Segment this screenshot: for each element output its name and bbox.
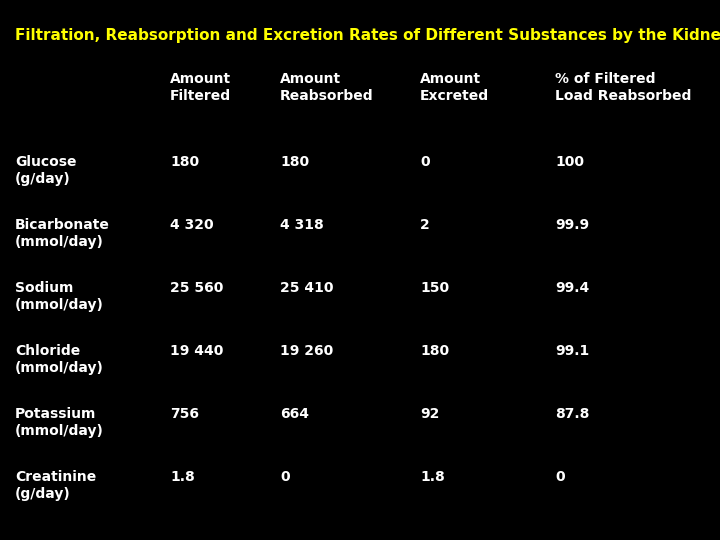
Text: Potassium
(mmol/day): Potassium (mmol/day)	[15, 407, 104, 438]
Text: Creatinine
(g/day): Creatinine (g/day)	[15, 470, 96, 501]
Text: 25 410: 25 410	[280, 281, 333, 295]
Text: 1.8: 1.8	[420, 470, 445, 484]
Text: 4 320: 4 320	[170, 218, 214, 232]
Text: 180: 180	[280, 155, 309, 169]
Text: Chloride
(mmol/day): Chloride (mmol/day)	[15, 344, 104, 375]
Text: 87.8: 87.8	[555, 407, 590, 421]
Text: Bicarbonate
(mmol/day): Bicarbonate (mmol/day)	[15, 218, 110, 249]
Text: Filtration, Reabsorption and Excretion Rates of Different Substances by the Kidn: Filtration, Reabsorption and Excretion R…	[15, 28, 720, 43]
Text: Amount
Filtered: Amount Filtered	[170, 72, 231, 103]
Text: 25 560: 25 560	[170, 281, 223, 295]
Text: Amount
Reabsorbed: Amount Reabsorbed	[280, 72, 374, 103]
Text: 99.9: 99.9	[555, 218, 589, 232]
Text: 99.4: 99.4	[555, 281, 589, 295]
Text: 2: 2	[420, 218, 430, 232]
Text: 100: 100	[555, 155, 584, 169]
Text: 150: 150	[420, 281, 449, 295]
Text: 99.1: 99.1	[555, 344, 589, 358]
Text: 1.8: 1.8	[170, 470, 194, 484]
Text: Glucose
(g/day): Glucose (g/day)	[15, 155, 76, 186]
Text: 664: 664	[280, 407, 309, 421]
Text: 92: 92	[420, 407, 439, 421]
Text: % of Filtered
Load Reabsorbed: % of Filtered Load Reabsorbed	[555, 72, 691, 103]
Text: 0: 0	[555, 470, 564, 484]
Text: 0: 0	[420, 155, 430, 169]
Text: 180: 180	[170, 155, 199, 169]
Text: 180: 180	[420, 344, 449, 358]
Text: Sodium
(mmol/day): Sodium (mmol/day)	[15, 281, 104, 312]
Text: 19 260: 19 260	[280, 344, 333, 358]
Text: 19 440: 19 440	[170, 344, 223, 358]
Text: 4 318: 4 318	[280, 218, 324, 232]
Text: 756: 756	[170, 407, 199, 421]
Text: Amount
Excreted: Amount Excreted	[420, 72, 489, 103]
Text: 0: 0	[280, 470, 289, 484]
